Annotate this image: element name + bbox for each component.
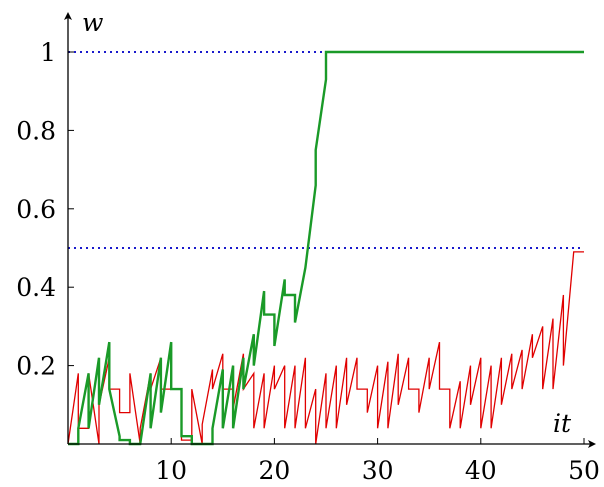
y-tick-label: 1	[40, 38, 56, 67]
y-tick-label: 0.2	[16, 352, 56, 381]
x-tick-label: 40	[465, 456, 497, 485]
ticks: 10 20 30 40 50 0.2 0.4 0.6 0.8 1	[16, 38, 600, 485]
x-tick-label: 30	[362, 456, 394, 485]
series-line-1	[67, 251, 584, 445]
x-tick-label: 50	[568, 456, 600, 485]
y-tick-label: 0.8	[16, 116, 56, 145]
axes	[64, 12, 596, 448]
x-tick-label: 10	[155, 456, 187, 485]
y-tick-label: 0.6	[16, 195, 56, 224]
y-axis-arrowhead	[64, 12, 72, 20]
y-tick-label: 0.4	[16, 273, 56, 302]
y-axis-label: w	[82, 8, 103, 37]
x-tick-label: 20	[258, 456, 290, 485]
x-axis-arrowhead	[588, 440, 596, 448]
x-axis-label: it	[553, 409, 572, 438]
